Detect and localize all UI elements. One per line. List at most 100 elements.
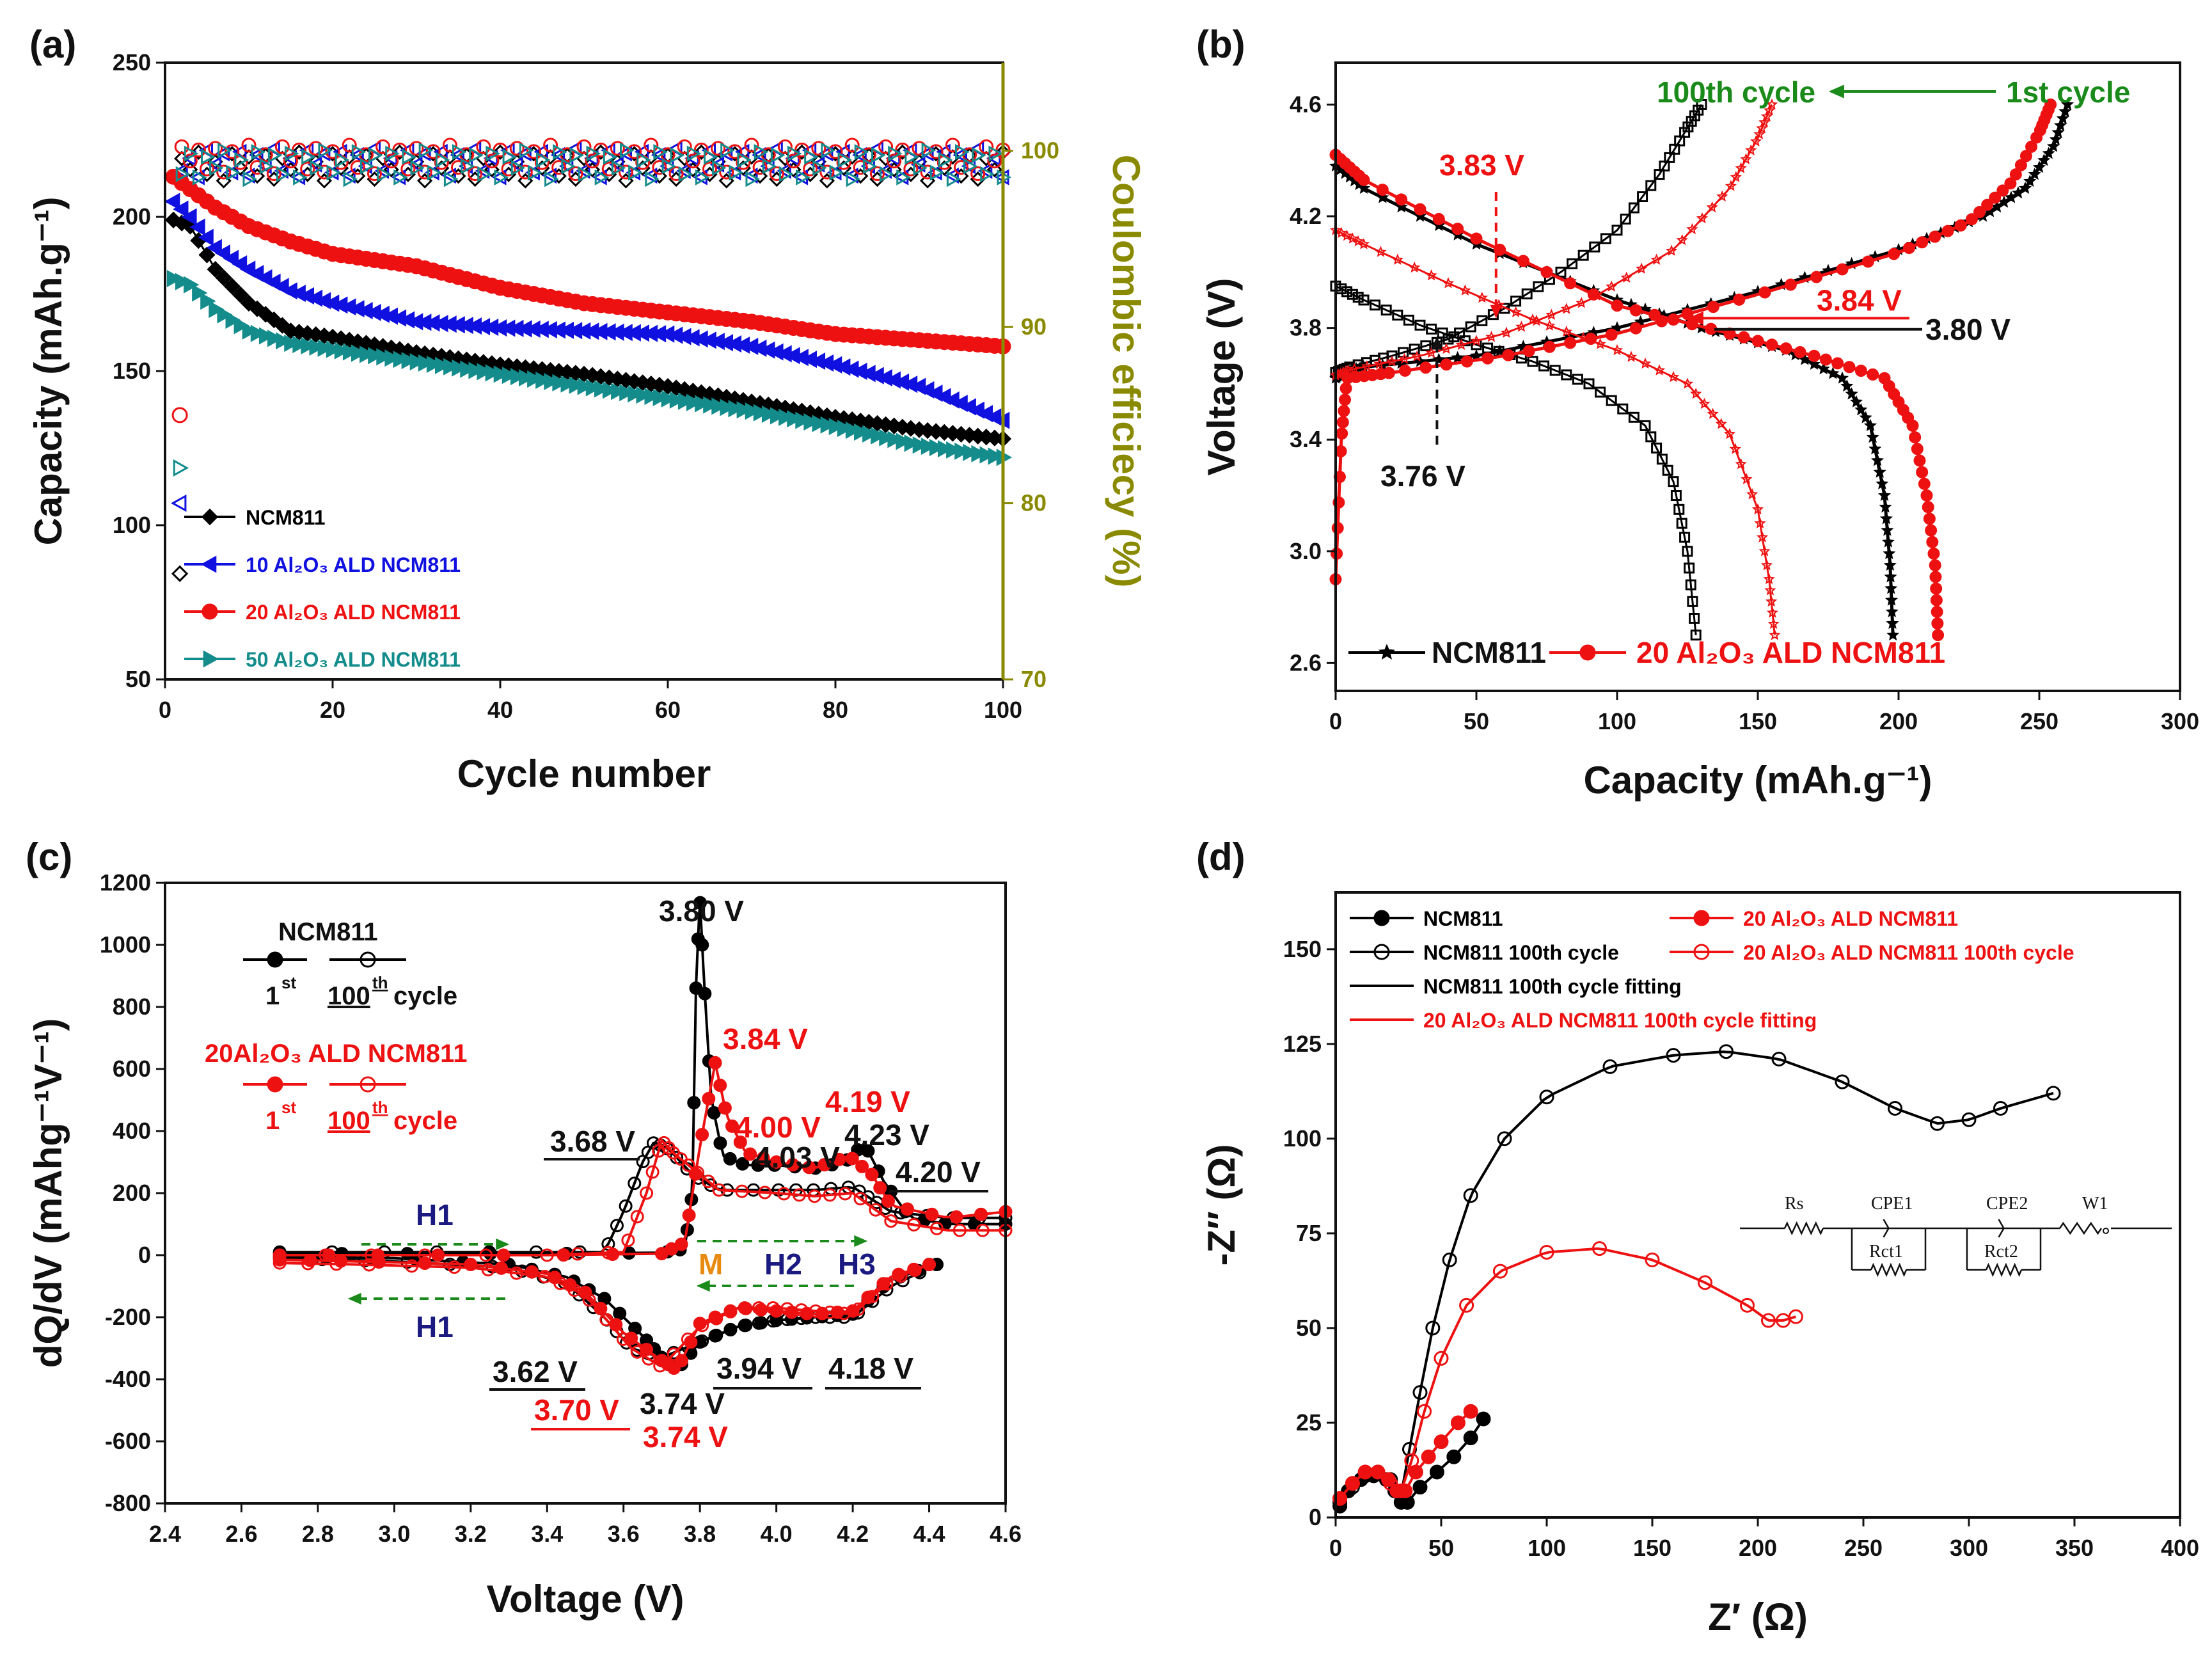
curve-point	[1676, 234, 1688, 246]
capacity-point	[611, 383, 627, 400]
dqdv-point	[301, 1256, 315, 1271]
dqdv-point	[573, 1245, 587, 1259]
ce-point	[283, 154, 298, 169]
curve-point	[1543, 340, 1556, 353]
ce-point	[493, 142, 508, 157]
curve-point	[1564, 277, 1577, 290]
curve-point	[1560, 326, 1572, 337]
cpe-symbol	[1883, 1228, 1890, 1238]
curve-point	[1879, 512, 1893, 525]
curve-point	[1470, 232, 1483, 245]
capacity-point	[871, 427, 887, 445]
capacity-point	[644, 387, 660, 406]
curve-point	[1756, 531, 1769, 542]
curve-point	[1930, 582, 1943, 595]
ce-point	[972, 147, 986, 164]
curve-point	[2019, 150, 2032, 162]
ce-point	[619, 164, 633, 180]
curve-point	[1929, 230, 1941, 243]
annotation: 3.84 V	[723, 1022, 808, 1056]
ce-point	[727, 144, 743, 159]
series-curve	[1332, 1241, 1803, 1506]
ce-point	[475, 162, 490, 179]
legend-marker	[1693, 944, 1710, 960]
dqdv-point	[329, 1257, 344, 1271]
ce-point	[944, 168, 959, 184]
eis-point	[1463, 1188, 1478, 1203]
x-tick-label: 3.6	[608, 1521, 640, 1547]
ce-point	[642, 168, 658, 184]
ce-point	[829, 164, 844, 181]
curve-point	[1698, 397, 1710, 409]
dqdv-point	[738, 1301, 752, 1315]
ce-point	[977, 162, 993, 179]
ce-point	[653, 144, 668, 161]
capacity-point	[820, 416, 836, 434]
curve-point	[1645, 431, 1657, 443]
dqdv-point	[908, 1263, 922, 1278]
dqdv-point	[823, 1188, 837, 1202]
ce-point	[796, 169, 810, 186]
ce-point	[367, 166, 382, 182]
curve-point	[1382, 367, 1395, 379]
x-tick-label: 2.6	[225, 1521, 257, 1547]
x-axis-title: Cycle number	[457, 752, 711, 795]
curve-point	[1808, 349, 1821, 362]
legend-label: 10 Al₂O₃ ALD NCM811	[246, 553, 461, 576]
curve-point	[1763, 573, 1775, 585]
capacity-point	[284, 335, 300, 352]
ce-point	[887, 154, 902, 169]
ce-point	[175, 166, 191, 182]
curve-point	[2051, 125, 2065, 138]
curve-point	[1931, 605, 1943, 618]
ce-point	[527, 164, 542, 181]
curve-point	[1413, 209, 1427, 222]
curve-point	[1620, 213, 1631, 225]
capacity-point	[938, 439, 954, 458]
curve-point	[1334, 445, 1347, 457]
ce-point	[846, 171, 861, 187]
ce-point	[576, 139, 592, 154]
panel-label: (d)	[1196, 835, 1245, 878]
dqdv-point	[479, 1248, 493, 1262]
curve-point	[1370, 299, 1381, 311]
ce-point	[644, 138, 659, 153]
dqdv-point	[752, 1301, 766, 1315]
curve-point	[1442, 277, 1455, 289]
dqdv-point	[567, 1283, 581, 1297]
dqdv-point	[880, 1277, 894, 1291]
ce-point	[442, 138, 457, 153]
x-axis-title: Capacity (mAh.g⁻¹)	[1583, 759, 1932, 802]
curve-point	[2042, 146, 2055, 159]
capacity-point	[242, 322, 258, 340]
capacity-point	[703, 396, 719, 414]
eis-point	[1446, 1449, 1462, 1464]
dqdv-point	[653, 1359, 667, 1373]
ce-point	[561, 158, 576, 175]
curve-point	[1854, 403, 1868, 416]
annotation: 4.19 V	[825, 1085, 910, 1118]
curve-point	[1611, 225, 1623, 236]
y-axis-title: Voltage (V)	[1200, 278, 1243, 476]
ce-first-point	[171, 407, 188, 424]
capacity-point	[920, 438, 937, 455]
capacity-point	[384, 349, 400, 367]
curve-point	[1376, 191, 1389, 203]
ce-point	[617, 145, 632, 162]
ce-point	[383, 162, 399, 178]
legend-title: NCM811	[278, 918, 378, 946]
eis-point	[1370, 1464, 1386, 1480]
phase-label: H3	[838, 1247, 876, 1281]
curve-point	[1625, 351, 1638, 362]
ce-point	[919, 145, 934, 162]
ce-point	[325, 144, 340, 159]
ce-point	[326, 164, 342, 181]
dqdv-point	[481, 1263, 495, 1277]
curve-point	[1758, 116, 1771, 128]
dqdv-point	[809, 1304, 823, 1318]
ce-point	[216, 164, 232, 180]
dqdv-curve	[280, 1262, 930, 1368]
curve-point	[1693, 104, 1704, 116]
ce-point	[752, 160, 768, 175]
capacity-point	[519, 369, 535, 387]
